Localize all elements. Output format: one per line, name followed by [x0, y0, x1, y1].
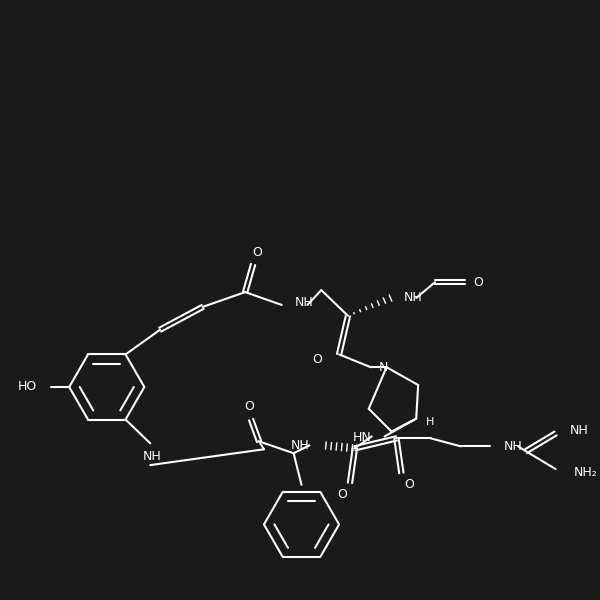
Text: O: O — [337, 488, 347, 501]
Text: O: O — [473, 276, 484, 289]
Text: NH: NH — [569, 424, 588, 437]
Text: HO: HO — [17, 380, 37, 394]
Text: H: H — [426, 416, 434, 427]
Text: NH₂: NH₂ — [574, 466, 597, 479]
Text: NH: NH — [403, 290, 422, 304]
Text: O: O — [404, 478, 414, 491]
Text: NH: NH — [143, 449, 161, 463]
Text: NH: NH — [295, 296, 313, 310]
Text: HN: HN — [353, 431, 372, 444]
Text: O: O — [252, 246, 262, 259]
Text: O: O — [313, 353, 322, 366]
Text: O: O — [244, 400, 254, 413]
Text: N: N — [379, 361, 388, 374]
Text: NH: NH — [504, 440, 523, 453]
Text: NH: NH — [290, 439, 310, 452]
